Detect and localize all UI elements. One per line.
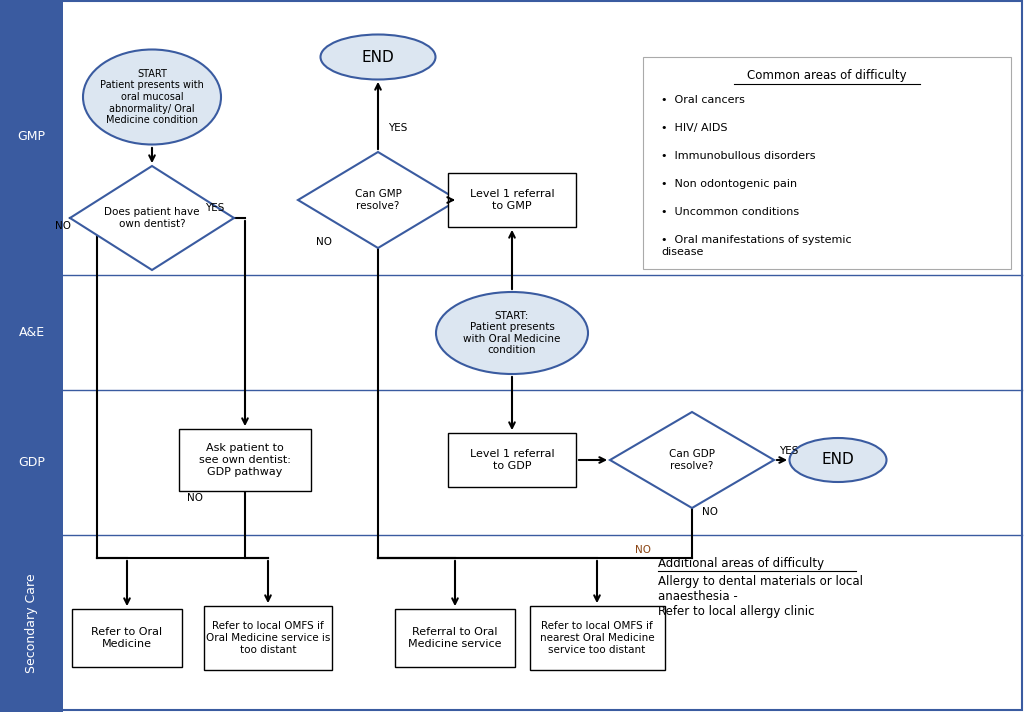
- Bar: [0, 0, 63, 712]
- Text: YES: YES: [388, 123, 408, 133]
- Bar: [449, 173, 575, 227]
- Text: Level 1 referral
to GDP: Level 1 referral to GDP: [470, 449, 554, 471]
- Text: Refer to local OMFS if
Oral Medicine service is
too distant: Refer to local OMFS if Oral Medicine ser…: [206, 622, 330, 654]
- Text: A&E: A&E: [18, 325, 45, 338]
- Text: GDP: GDP: [18, 456, 45, 468]
- Text: START:
Patient presents
with Oral Medicine
condition: START: Patient presents with Oral Medici…: [463, 310, 561, 355]
- Text: YES: YES: [779, 446, 799, 456]
- Text: NO: NO: [702, 507, 718, 517]
- Text: NO: NO: [187, 493, 203, 503]
- Text: NO: NO: [55, 221, 71, 231]
- Text: Ask patient to
see own dentist:
GDP pathway: Ask patient to see own dentist: GDP path…: [199, 444, 291, 476]
- Text: GMP: GMP: [17, 130, 45, 144]
- Polygon shape: [70, 166, 234, 270]
- Text: START
Patient presents with
oral mucosal
abnormality/ Oral
Medicine condition: START Patient presents with oral mucosal…: [100, 69, 204, 125]
- Bar: [395, 609, 515, 667]
- Text: •  Oral cancers: • Oral cancers: [662, 95, 744, 105]
- Ellipse shape: [436, 292, 588, 374]
- Text: •  Immunobullous disorders: • Immunobullous disorders: [662, 151, 815, 161]
- Ellipse shape: [321, 34, 435, 80]
- Bar: [529, 606, 665, 670]
- Text: Level 1 referral
to GMP: Level 1 referral to GMP: [470, 189, 554, 211]
- Text: Can GMP
resolve?: Can GMP resolve?: [354, 189, 401, 211]
- Text: Allergy to dental materials or local
anaesthesia -
Refer to local allergy clinic: Allergy to dental materials or local ana…: [658, 575, 863, 618]
- Text: •  Uncommon conditions: • Uncommon conditions: [662, 207, 799, 217]
- Text: Does patient have
own dentist?: Does patient have own dentist?: [104, 207, 200, 229]
- Text: •  Non odontogenic pain: • Non odontogenic pain: [662, 179, 797, 189]
- Bar: [204, 606, 332, 670]
- Text: NO: NO: [316, 237, 332, 247]
- Ellipse shape: [790, 438, 887, 482]
- Text: •  HIV/ AIDS: • HIV/ AIDS: [662, 123, 727, 133]
- Text: Additional areas of difficulty: Additional areas of difficulty: [658, 557, 824, 570]
- Text: Refer to Oral
Medicine: Refer to Oral Medicine: [91, 627, 163, 649]
- Text: •  Oral manifestations of systemic
disease: • Oral manifestations of systemic diseas…: [662, 235, 852, 256]
- Text: Secondary Care: Secondary Care: [25, 573, 38, 673]
- Bar: [72, 609, 182, 667]
- Text: YES: YES: [206, 203, 224, 213]
- Text: Common areas of difficulty: Common areas of difficulty: [748, 70, 907, 83]
- Text: Refer to local OMFS if
nearest Oral Medicine
service too distant: Refer to local OMFS if nearest Oral Medi…: [540, 622, 654, 654]
- Polygon shape: [610, 412, 774, 508]
- Text: END: END: [361, 50, 394, 65]
- Text: Can GDP
resolve?: Can GDP resolve?: [669, 449, 715, 471]
- Polygon shape: [298, 152, 458, 248]
- Ellipse shape: [83, 50, 221, 145]
- Bar: [179, 429, 311, 491]
- Text: END: END: [821, 453, 854, 468]
- Text: Referral to Oral
Medicine service: Referral to Oral Medicine service: [409, 627, 502, 649]
- Text: NO: NO: [635, 545, 651, 555]
- Bar: [643, 57, 1011, 269]
- Bar: [449, 433, 575, 487]
